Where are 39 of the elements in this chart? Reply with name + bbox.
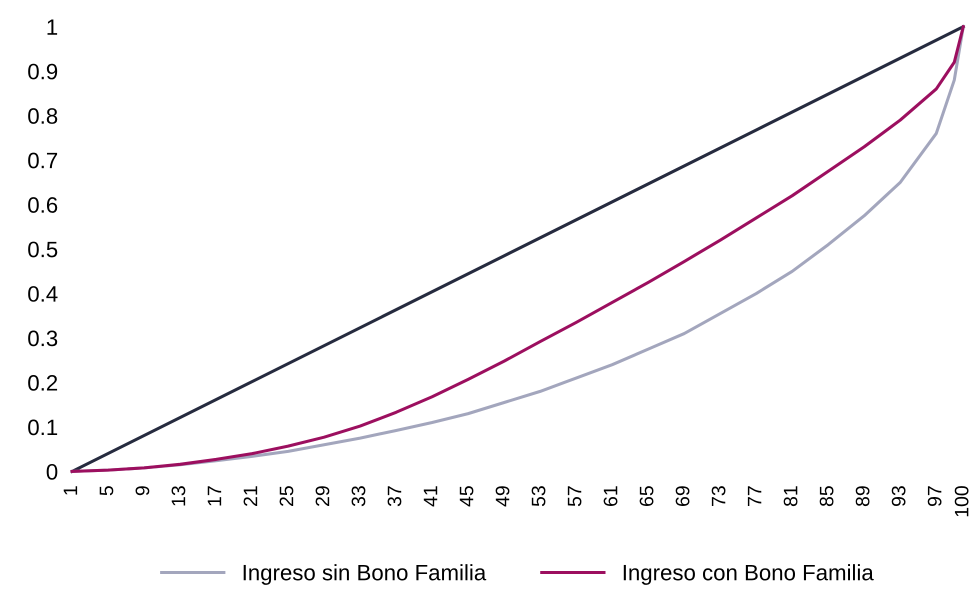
x-tick-label: 57 bbox=[568, 486, 582, 506]
x-tick-label: 61 bbox=[604, 486, 618, 506]
x-tick-label: 97 bbox=[928, 486, 942, 506]
x-tick-label: 17 bbox=[208, 486, 222, 506]
x-tick-label: 41 bbox=[424, 486, 438, 507]
y-tick-label: 0.5 bbox=[28, 242, 58, 258]
y-tick-label: 0 bbox=[46, 464, 58, 480]
x-tick-label: 69 bbox=[676, 486, 690, 506]
y-tick-label: 0.7 bbox=[28, 152, 58, 168]
x-tick-label: 73 bbox=[712, 486, 726, 506]
x-tick-label: 1 bbox=[64, 486, 78, 495]
x-tick-label: 33 bbox=[352, 486, 366, 506]
x-tick-label: 29 bbox=[316, 486, 330, 506]
legend-label: Ingreso con Bono Familia bbox=[624, 564, 874, 585]
y-tick-label: 0.4 bbox=[28, 286, 58, 302]
x-tick-label: 65 bbox=[640, 486, 654, 506]
x-tick-label: 5 bbox=[100, 486, 114, 496]
y-tick-label: 0.2 bbox=[28, 375, 58, 391]
y-tick-label: 0.3 bbox=[28, 330, 58, 346]
legend-label: Ingreso sin Bono Familia bbox=[244, 564, 486, 585]
x-tick-label: 81 bbox=[784, 486, 798, 506]
x-tick-label: 13 bbox=[172, 486, 186, 506]
y-tick-label: 0.6 bbox=[28, 197, 58, 213]
y-tick-label: 0.8 bbox=[28, 108, 58, 124]
y-tick-label: 0.9 bbox=[28, 64, 58, 80]
x-tick-label: 37 bbox=[388, 486, 402, 506]
x-tick-label: 25 bbox=[280, 486, 294, 506]
x-tick-label: 100 bbox=[954, 486, 969, 516]
y-tick-label: 0.1 bbox=[28, 419, 58, 436]
x-tick-label: 89 bbox=[856, 486, 870, 506]
x-tick-label: 49 bbox=[496, 486, 510, 507]
x-tick-label: 45 bbox=[460, 486, 474, 507]
x-tick-label: 85 bbox=[820, 486, 834, 506]
x-tick-label: 93 bbox=[892, 486, 906, 506]
x-tick-label: 53 bbox=[532, 486, 546, 506]
y-tick-label: 1 bbox=[48, 19, 58, 35]
x-tick-label: 77 bbox=[748, 486, 762, 506]
x-tick-label: 21 bbox=[244, 486, 258, 506]
x-tick-label: 9 bbox=[136, 486, 150, 496]
